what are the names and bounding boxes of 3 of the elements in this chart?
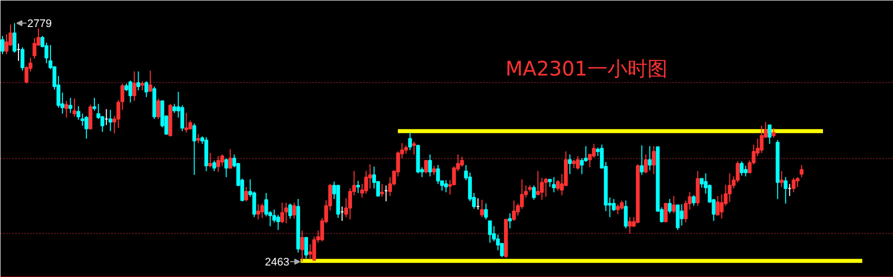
annotation: 2463 <box>264 256 290 269</box>
annotation: 2779 <box>27 18 52 30</box>
text: MA2301一小时图 <box>506 56 668 80</box>
